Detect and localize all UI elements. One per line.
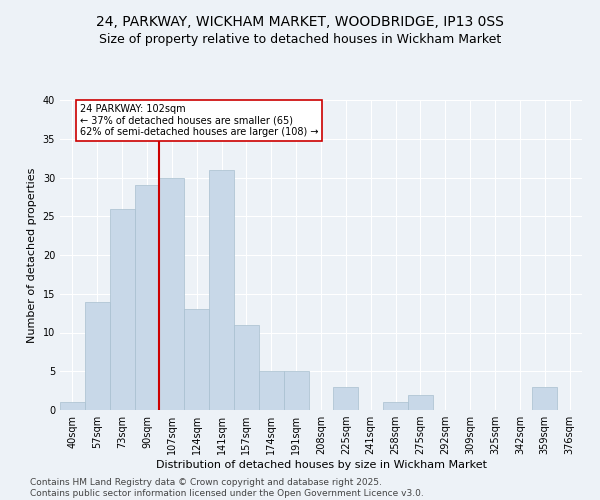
Bar [110, 208, 134, 410]
Text: 24, PARKWAY, WICKHAM MARKET, WOODBRIDGE, IP13 0SS: 24, PARKWAY, WICKHAM MARKET, WOODBRIDGE,… [96, 15, 504, 29]
Bar [209, 170, 234, 410]
Bar [134, 185, 160, 410]
Bar [532, 387, 557, 410]
Bar [60, 402, 85, 410]
Bar [85, 302, 110, 410]
Y-axis label: Number of detached properties: Number of detached properties [27, 168, 37, 342]
Text: Contains HM Land Registry data © Crown copyright and database right 2025.
Contai: Contains HM Land Registry data © Crown c… [30, 478, 424, 498]
Bar [408, 394, 433, 410]
Text: Size of property relative to detached houses in Wickham Market: Size of property relative to detached ho… [99, 32, 501, 46]
Bar [184, 309, 209, 410]
Text: 24 PARKWAY: 102sqm
← 37% of detached houses are smaller (65)
62% of semi-detache: 24 PARKWAY: 102sqm ← 37% of detached hou… [80, 104, 319, 137]
Bar [284, 371, 308, 410]
X-axis label: Distribution of detached houses by size in Wickham Market: Distribution of detached houses by size … [155, 460, 487, 470]
Bar [259, 371, 284, 410]
Bar [160, 178, 184, 410]
Bar [383, 402, 408, 410]
Bar [234, 325, 259, 410]
Bar [334, 387, 358, 410]
